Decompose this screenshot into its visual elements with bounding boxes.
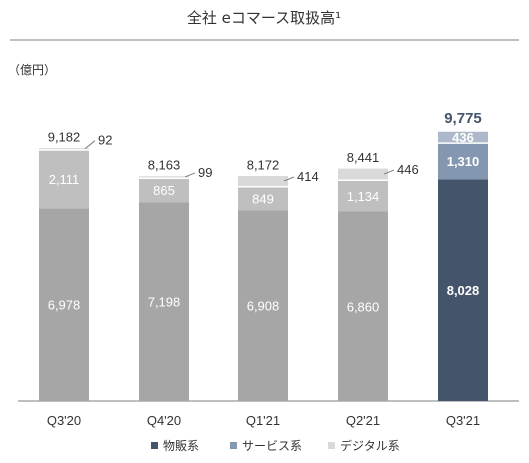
x-tick-label: Q2'21: [346, 413, 380, 428]
bar-segment-service: [39, 149, 89, 209]
bar-segment-digital: [39, 147, 89, 150]
bar-segment-digital: [139, 175, 189, 179]
data-label-physical: 6,860: [347, 299, 380, 314]
leader-line: [184, 172, 196, 178]
data-label-service: 865: [153, 183, 175, 198]
data-label-total: 9,182: [48, 129, 81, 144]
bar-segment-physical: [438, 179, 488, 401]
data-label-digital: 92: [98, 133, 112, 148]
leader-line: [283, 176, 295, 182]
bar-segment-physical: [139, 202, 189, 401]
data-label-total: 9,775: [444, 110, 482, 127]
legend: 物販系 サービス系 デジタル系: [151, 438, 400, 453]
data-label-physical: 7,198: [148, 295, 181, 310]
data-label-service: 1,134: [347, 189, 380, 204]
x-tick-label: Q4'20: [147, 413, 181, 428]
bar-segment-physical: [338, 211, 388, 401]
legend-swatch: [151, 442, 158, 449]
chart-title: 全社 eコマース取扱高¹: [187, 9, 341, 27]
legend-swatch: [230, 442, 237, 449]
bar-segment-service: [438, 143, 488, 180]
data-label-total: 8,163: [148, 158, 181, 173]
bars-group: 6,978 2,111 92 9,182 Q3'20 7,198 865 99 8,163 Q4'…: [39, 110, 488, 428]
x-tick-label: Q3'21: [446, 413, 480, 428]
data-label-service: 1,310: [447, 154, 480, 169]
x-tick-label: Q1'21: [246, 413, 280, 428]
data-label-physical: 6,908: [247, 299, 280, 314]
data-label-physical: 6,978: [48, 298, 81, 313]
data-label-digital: 446: [397, 162, 419, 177]
data-label-service: 2,111: [49, 172, 80, 187]
x-tick-label: Q3'20: [47, 413, 81, 428]
legend-label: 物販系: [163, 439, 199, 453]
data-label-total: 8,441: [347, 150, 380, 165]
legend-label: デジタル系: [340, 438, 400, 453]
bar-segment-digital: [338, 167, 388, 181]
data-label-digital: 414: [297, 169, 319, 184]
leader-line: [383, 169, 395, 175]
data-label-total: 8,172: [247, 157, 280, 172]
bar-segment-digital: [438, 131, 488, 144]
bar-segment-service: [338, 180, 388, 212]
data-label-physical: 8,028: [447, 283, 480, 298]
data-label-digital: 99: [198, 165, 212, 180]
leader-line: [84, 140, 96, 150]
data-label-service: 849: [252, 191, 274, 206]
bar-segment-service: [139, 178, 189, 203]
bar-segment-physical: [39, 208, 89, 401]
bar-segment-digital: [238, 175, 288, 187]
data-label-digital: 436: [452, 130, 474, 145]
unit-label: （億円）: [8, 63, 56, 77]
bar-segment-physical: [238, 210, 288, 401]
bar-segment-service: [238, 186, 288, 211]
legend-swatch: [328, 442, 335, 449]
legend-label: サービス系: [242, 439, 302, 453]
